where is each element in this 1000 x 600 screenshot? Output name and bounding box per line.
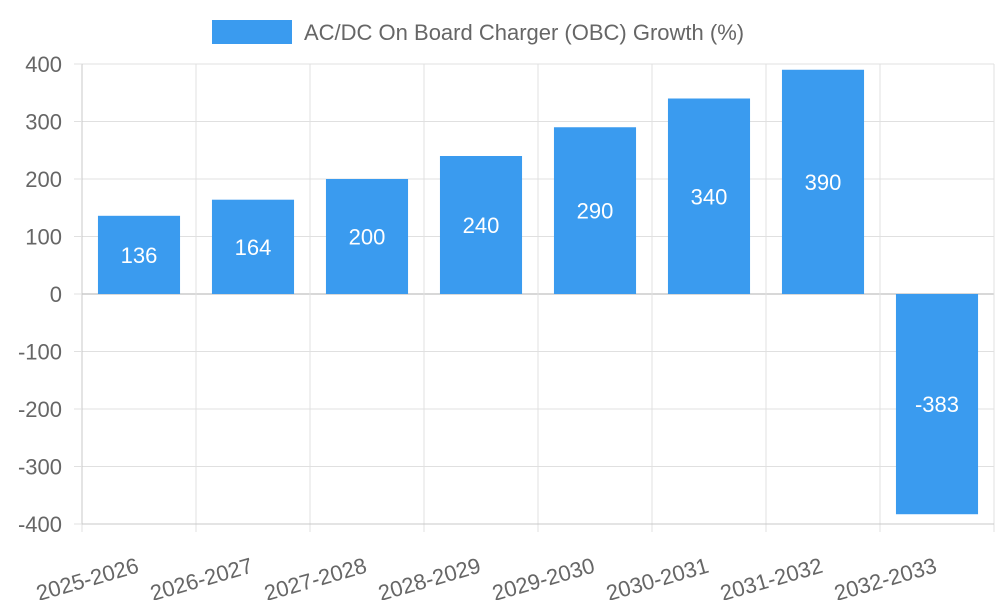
x-tick-label: 2025-2026 xyxy=(33,553,141,600)
y-tick-label: -300 xyxy=(18,455,62,480)
data-label: -383 xyxy=(915,392,959,417)
data-label: 390 xyxy=(805,170,842,195)
x-axis-ticks: 2025-2026 2026-2027 2027-2028 2028-2029 2029… xyxy=(33,553,939,600)
data-label: 164 xyxy=(235,235,272,260)
bar[interactable] xyxy=(895,294,979,515)
grid-lines xyxy=(81,63,995,532)
bar[interactable] xyxy=(211,199,295,294)
x-tick-label: 2031-2032 xyxy=(717,553,825,600)
x-tick-label: 2026-2027 xyxy=(147,553,255,600)
data-label: 290 xyxy=(577,199,614,224)
y-tick-label: 100 xyxy=(25,225,62,250)
bar[interactable] xyxy=(553,127,637,294)
legend[interactable]: AC/DC On Board Charger (OBC) Growth (%) xyxy=(212,20,744,45)
legend-label: AC/DC On Board Charger (OBC) Growth (%) xyxy=(304,20,744,45)
y-tick-label: 400 xyxy=(25,52,62,77)
bar[interactable] xyxy=(439,156,523,294)
y-tick-label: 200 xyxy=(25,167,62,192)
x-tick-label: 2027-2028 xyxy=(261,553,369,600)
x-tick-label: 2032-2033 xyxy=(831,553,939,600)
x-tick-label: 2030-2031 xyxy=(603,553,711,600)
bar[interactable] xyxy=(97,215,181,294)
y-tick-label: 0 xyxy=(50,282,62,307)
y-tick-label: 300 xyxy=(25,110,62,135)
bar[interactable] xyxy=(781,69,865,294)
data-label: 340 xyxy=(691,184,728,209)
legend-swatch xyxy=(212,20,292,44)
data-label: 200 xyxy=(349,225,386,250)
y-tick-label: -200 xyxy=(18,397,62,422)
y-tick-label: -400 xyxy=(18,512,62,537)
bar[interactable] xyxy=(667,98,751,295)
y-tick-label: -100 xyxy=(18,340,62,365)
x-tick-label: 2029-2030 xyxy=(489,553,597,600)
data-label: 136 xyxy=(121,243,158,268)
data-label: 240 xyxy=(463,213,500,238)
data-labels: 136 164 200 240 290 340 390 -383 xyxy=(121,170,959,417)
y-axis-ticks: 400 300 200 100 0 -100 -200 -300 -400 xyxy=(18,52,82,537)
x-tick-label: 2028-2029 xyxy=(375,553,483,600)
bar[interactable] xyxy=(325,179,409,294)
bars xyxy=(97,69,979,515)
